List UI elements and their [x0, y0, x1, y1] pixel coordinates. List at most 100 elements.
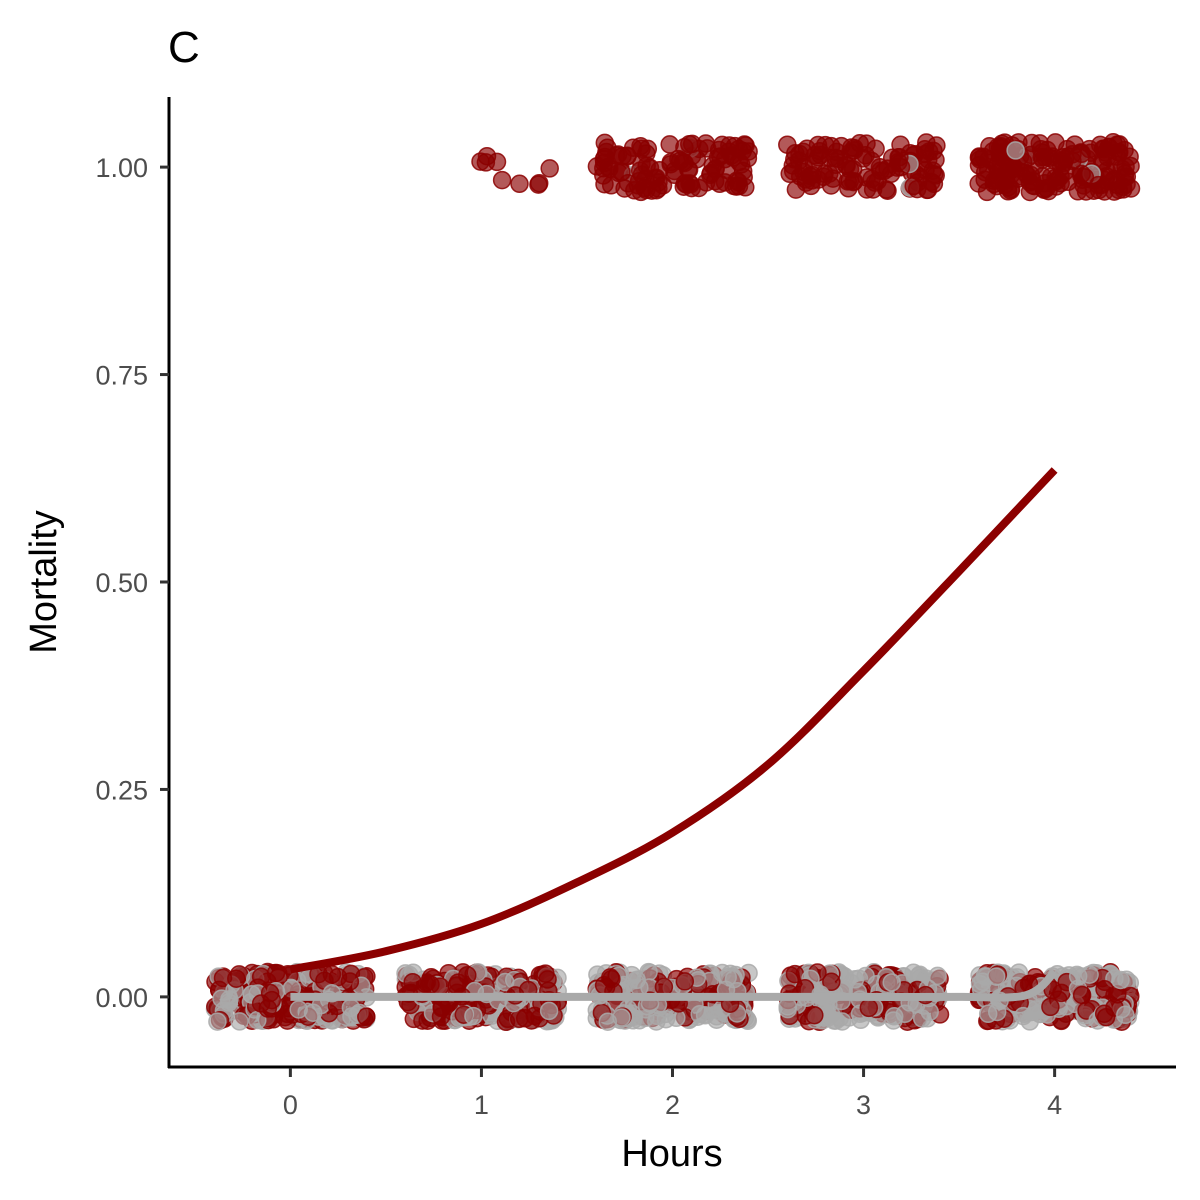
data-point [1094, 1004, 1114, 1024]
data-point [529, 175, 548, 194]
data-point [357, 1007, 376, 1027]
data-point [882, 973, 901, 992]
data-point [660, 135, 679, 154]
data-point [612, 1008, 631, 1027]
data-point [289, 1000, 308, 1019]
data-point [823, 169, 843, 188]
data-point [340, 972, 360, 991]
data-point [924, 174, 944, 194]
data-point [487, 152, 507, 172]
data-point [845, 970, 865, 989]
data-point [696, 134, 716, 153]
data-point [877, 180, 896, 199]
data-point [916, 160, 935, 180]
data-point [1068, 966, 1088, 986]
data-point [895, 1004, 915, 1024]
data-point [598, 138, 617, 158]
x-ticks: 0 1 2 3 4 [283, 1068, 1062, 1120]
data-point [727, 171, 746, 191]
data-point [496, 1012, 516, 1032]
y-axis-title: Mortality [23, 510, 65, 654]
data-point [230, 1012, 249, 1031]
data-point [1043, 150, 1063, 170]
data-point [859, 998, 879, 1018]
data-point [495, 972, 515, 992]
fit-line [290, 968, 1058, 1002]
y-tick-label: 0.50 [95, 568, 148, 598]
y-tick-label: 1.00 [95, 153, 148, 183]
y-tick-label: 0.75 [95, 361, 148, 391]
points-layer [205, 133, 1141, 1032]
x-tick-label: 3 [856, 1090, 871, 1120]
data-point [654, 977, 674, 997]
data-point [801, 176, 821, 196]
data-point [845, 140, 864, 160]
data-point [874, 161, 894, 181]
y-ticks: 0.00 0.25 0.50 0.75 1.00 [95, 153, 169, 1013]
data-point [208, 1012, 227, 1031]
data-point [341, 998, 361, 1017]
data-point [736, 136, 755, 155]
data-point [816, 135, 835, 155]
data-point [539, 1001, 559, 1021]
data-point [1055, 162, 1075, 182]
data-point [1116, 1005, 1135, 1025]
data-point [471, 152, 490, 171]
data-point [1006, 141, 1025, 160]
fit-lines-layer [289, 467, 1058, 1002]
data-point [1110, 142, 1129, 162]
data-point [904, 176, 923, 196]
data-point [1065, 135, 1085, 154]
data-point [1013, 1006, 1033, 1026]
panel-title: C [168, 23, 200, 72]
x-tick-label: 1 [474, 1090, 489, 1120]
y-tick-label: 0.25 [95, 775, 148, 805]
data-point [912, 1009, 932, 1028]
data-point [510, 174, 529, 194]
y-tick-label: 0.00 [95, 983, 148, 1013]
data-point [1114, 180, 1133, 199]
data-point [403, 972, 422, 992]
data-point [1072, 985, 1092, 1005]
data-point [719, 142, 739, 161]
data-point [464, 1006, 483, 1026]
data-point [661, 152, 681, 172]
data-point [540, 159, 559, 178]
data-point [697, 173, 716, 192]
data-point [995, 175, 1014, 195]
data-point [260, 983, 280, 1003]
x-tick-label: 4 [1047, 1090, 1062, 1120]
data-point [600, 159, 619, 178]
data-point [1072, 164, 1091, 184]
data-point [623, 138, 643, 157]
data-point [974, 147, 993, 167]
data-point [690, 1005, 709, 1024]
data-point [602, 969, 621, 989]
data-point [430, 977, 450, 996]
data-point [1034, 180, 1054, 200]
data-point [680, 174, 699, 193]
data-point [538, 970, 557, 989]
data-point [822, 972, 841, 992]
x-axis-title: Hours [621, 1133, 722, 1175]
data-point [1041, 997, 1060, 1017]
data-point [889, 152, 908, 172]
data-point [919, 142, 939, 161]
data-point [840, 160, 860, 179]
x-tick-label: 2 [665, 1090, 680, 1120]
data-point [675, 972, 695, 991]
data-point [1043, 980, 1062, 1000]
data-point [220, 990, 239, 1009]
data-point [703, 156, 723, 176]
fit-line [289, 467, 1058, 974]
data-point [977, 182, 997, 202]
data-point [1111, 970, 1130, 990]
data-point [227, 969, 246, 988]
data-point [986, 967, 1006, 986]
x-tick-label: 0 [283, 1090, 298, 1120]
data-point [805, 1005, 824, 1025]
data-point [785, 150, 804, 169]
data-point [492, 170, 512, 190]
data-point [630, 161, 650, 180]
